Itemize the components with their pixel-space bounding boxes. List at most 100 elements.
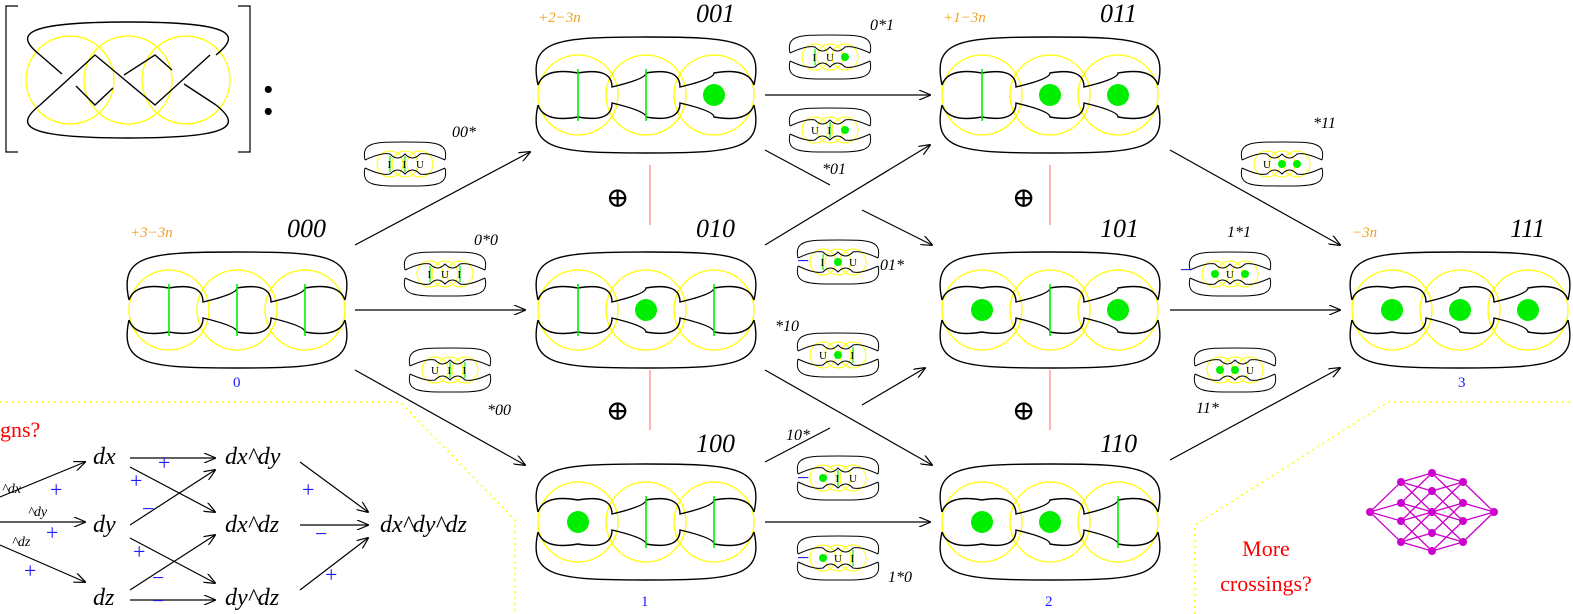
hypercube-edge	[1400, 481, 1433, 492]
signs-question: gns?	[0, 417, 40, 442]
one-smoothing-dot	[971, 299, 993, 321]
hypercube-vertex	[1397, 478, 1405, 486]
sign-plus-g: +	[133, 539, 145, 564]
edge-label-0star1: 0*1	[870, 17, 894, 34]
hypercube-edge	[1400, 541, 1433, 552]
hypercube-vertex	[1428, 469, 1436, 477]
mini-mark-i: I	[836, 473, 840, 485]
term-dx-dz: dx^dz	[225, 512, 280, 538]
hypercube-graph	[1366, 469, 1498, 555]
sign-plus-d: +	[158, 450, 170, 475]
mini-mark-u: U	[834, 553, 842, 565]
arrow-11star	[1169, 368, 1340, 461]
hypercube-edge	[1462, 481, 1495, 513]
hypercube-edge	[1400, 502, 1433, 534]
mini-mark-u: U	[1226, 269, 1234, 281]
arrow-10star-part1	[764, 427, 831, 463]
more-crossings-line2: crossings?	[1220, 571, 1312, 596]
state-labels: 000 +3−3n 0 001 +2−3n 010 100 1 011 +1−3…	[130, 0, 1545, 610]
state-label-111: 111	[1510, 214, 1545, 243]
one-smoothing-dot	[971, 511, 993, 533]
hypercube-edge	[1369, 502, 1402, 513]
mini-one-smoothing-dot	[1216, 366, 1224, 374]
state-label-100: 100	[696, 429, 735, 458]
arrow-star10	[764, 369, 932, 465]
grade-000: +3−3n	[130, 225, 173, 241]
oplus-3: ⊕	[1012, 183, 1035, 214]
edge-label-0star0: 0*0	[474, 232, 498, 249]
one-smoothing-dot	[1107, 84, 1129, 106]
oplus-2: ⊕	[606, 396, 629, 427]
hypercube-vertex	[1459, 478, 1467, 486]
hypercube-edge	[1431, 502, 1464, 534]
one-smoothing-dot	[1381, 299, 1403, 321]
one-smoothing-dot	[1039, 511, 1061, 533]
sign-plus-l: +	[325, 562, 337, 587]
grade-001: +2−3n	[538, 10, 581, 26]
state-diagram-100	[535, 463, 757, 581]
mini-one-smoothing-dot	[1231, 366, 1239, 374]
hypercube-vertex	[1397, 499, 1405, 507]
state-label-101: 101	[1100, 214, 1139, 243]
state-diagram-101	[939, 251, 1161, 369]
term-dy: dy	[93, 512, 116, 538]
dotted-region-left	[0, 401, 516, 614]
hypercube-edge	[1431, 490, 1464, 522]
edge-label-10star: 10*	[786, 427, 810, 444]
oplus-1: ⊕	[606, 183, 629, 214]
edge-label-11star: 11*	[1196, 400, 1219, 417]
state-diagram-110	[939, 463, 1161, 581]
left-label-dx: ^dx	[2, 482, 22, 497]
arrow-01star	[764, 145, 930, 246]
left-label-dz: ^dz	[12, 535, 31, 550]
state-label-001: 001	[696, 0, 735, 28]
state-diagram-011	[939, 36, 1161, 154]
mini-mark-i: I	[388, 159, 392, 171]
trefoil-diagram	[25, 21, 231, 139]
sign-plus-c: +	[24, 558, 36, 583]
mini-mark-u: U	[1246, 365, 1254, 377]
grade-011: +1−3n	[943, 10, 986, 26]
term-dy-dz: dy^dz	[225, 585, 280, 611]
edge-signs: − − − −	[797, 248, 1192, 570]
mini-mark-i: I	[851, 553, 855, 565]
mini-mark-u: U	[441, 269, 449, 281]
state-label-000: 000	[287, 214, 326, 243]
hypercube-edge	[1400, 472, 1433, 483]
hypercube-edge	[1431, 520, 1464, 552]
cube-arrows	[354, 95, 1340, 522]
mini-mark-u: U	[826, 52, 834, 64]
bracket-colon: :	[260, 61, 277, 127]
hypercube-edge	[1400, 511, 1433, 543]
mini-one-smoothing-dot	[841, 126, 849, 134]
hypercube-vertex	[1459, 517, 1467, 525]
oplus-4: ⊕	[1012, 396, 1035, 427]
hypercube-vertex	[1428, 547, 1436, 555]
hypercube-vertex	[1366, 508, 1374, 516]
edge-sign-10star: −	[797, 465, 809, 490]
mini-one-smoothing-dot	[834, 258, 842, 266]
height-3: 3	[1458, 375, 1466, 391]
edge-label-00star: 00*	[452, 124, 476, 141]
mini-mark-u: U	[416, 159, 424, 171]
mini-mark-u: U	[849, 473, 857, 485]
mini-mark-i: I	[463, 365, 467, 377]
one-smoothing-dot	[703, 84, 725, 106]
mini-mark-i: I	[821, 257, 825, 269]
separators: ⊕ ⊕ ⊕ ⊕	[606, 165, 1051, 430]
edge-label-star01: *01	[822, 161, 846, 178]
hypercube-edge	[1369, 511, 1402, 522]
state-diagram-010	[535, 251, 757, 369]
mini-mark-i: I	[828, 125, 832, 137]
mini-one-smoothing-dot	[841, 53, 849, 61]
hypercube-edge	[1431, 502, 1464, 513]
hypercube-edge	[1431, 472, 1464, 483]
grade-111: −3n	[1352, 225, 1377, 241]
hypercube-vertex	[1490, 508, 1498, 516]
edge-label-star10: *10	[775, 318, 799, 335]
mini-one-smoothing-dot	[1278, 160, 1286, 168]
